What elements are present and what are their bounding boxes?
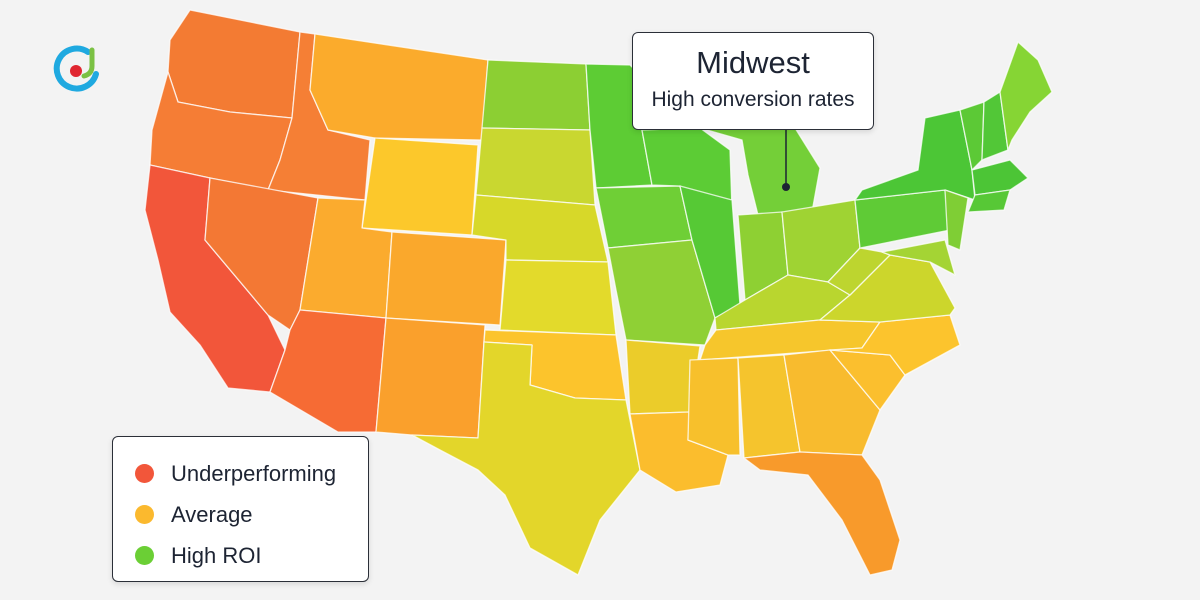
state-georgia[interactable] <box>783 349 881 456</box>
legend-item-average: Average <box>113 494 368 535</box>
legend-swatch-high-roi <box>135 546 154 565</box>
state-north-dakota[interactable] <box>481 59 591 131</box>
state-south-dakota[interactable] <box>475 127 596 206</box>
legend-item-high-roi: High ROI <box>113 535 368 576</box>
legend-item-underperforming: Underperforming <box>113 453 368 494</box>
state-mississippi[interactable] <box>687 357 741 456</box>
map-legend: Underperforming Average High ROI <box>112 436 369 582</box>
callout-pointer-dot <box>782 183 790 191</box>
legend-label: Underperforming <box>171 460 337 486</box>
state-new-jersey[interactable] <box>944 189 969 251</box>
region-callout: Midwest High conversion rates <box>632 32 874 130</box>
callout-subtitle: High conversion rates <box>651 88 855 111</box>
state-florida[interactable] <box>743 451 901 576</box>
legend-label: High ROI <box>171 542 262 568</box>
state-connecticut[interactable] <box>967 189 1011 213</box>
state-texas[interactable] <box>411 341 641 576</box>
legend-swatch-underperforming <box>135 464 154 483</box>
state-wyoming[interactable] <box>361 137 479 236</box>
state-kansas[interactable] <box>499 259 617 336</box>
state-maine[interactable] <box>999 41 1053 151</box>
state-massachusetts[interactable] <box>971 159 1029 196</box>
state-montana[interactable] <box>309 33 489 141</box>
legend-label: Average <box>171 501 253 527</box>
legend-swatch-average <box>135 505 154 524</box>
state-washington[interactable] <box>167 9 301 119</box>
state-iowa[interactable] <box>595 185 693 249</box>
state-colorado[interactable] <box>385 231 507 326</box>
state-maryland[interactable] <box>881 239 956 276</box>
state-new-mexico[interactable] <box>375 317 486 439</box>
callout-title: Midwest <box>696 45 810 80</box>
brand-logo-icon <box>53 45 99 92</box>
